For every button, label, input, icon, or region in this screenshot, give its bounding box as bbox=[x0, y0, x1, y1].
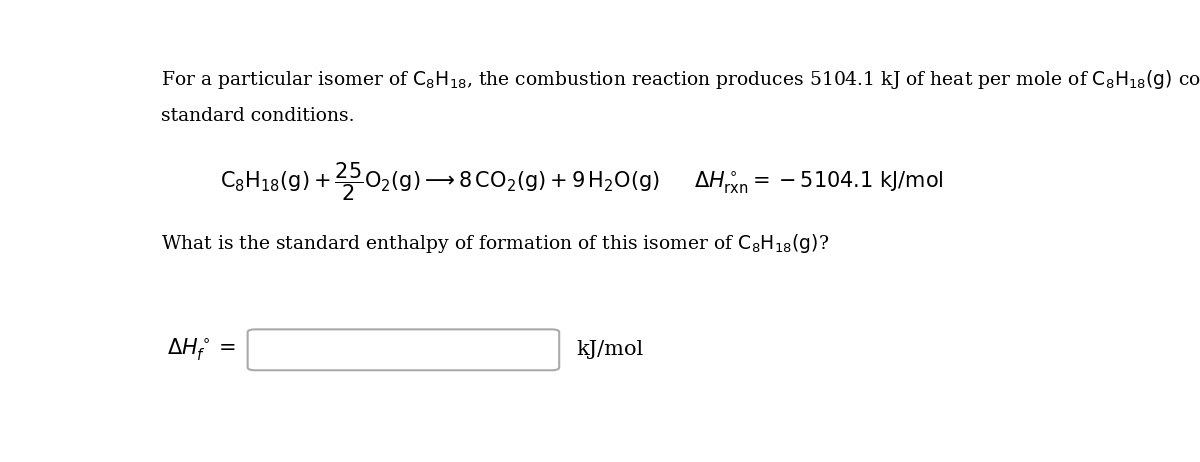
Text: kJ/mol: kJ/mol bbox=[576, 340, 643, 359]
Text: What is the standard enthalpy of formation of this isomer of $\mathrm{C_8H_{18}(: What is the standard enthalpy of formati… bbox=[161, 231, 829, 255]
Text: $\mathrm{C_8H_{18}(g) + \dfrac{25}{2}O_2(g) \longrightarrow 8\,CO_2(g) + 9\,H_2O: $\mathrm{C_8H_{18}(g) + \dfrac{25}{2}O_2… bbox=[220, 160, 660, 203]
Text: For a particular isomer of $\mathrm{C_8H_{18}}$, the combustion reaction produce: For a particular isomer of $\mathrm{C_8H… bbox=[161, 68, 1200, 91]
Text: standard conditions.: standard conditions. bbox=[161, 107, 355, 125]
Text: $\Delta H^\circ_{\mathrm{rxn}} = -5104.1\ \mathrm{kJ/mol}$: $\Delta H^\circ_{\mathrm{rxn}} = -5104.1… bbox=[694, 169, 944, 195]
FancyBboxPatch shape bbox=[247, 329, 559, 370]
Text: $\Delta H^\circ_f =$: $\Delta H^\circ_f =$ bbox=[167, 336, 235, 362]
